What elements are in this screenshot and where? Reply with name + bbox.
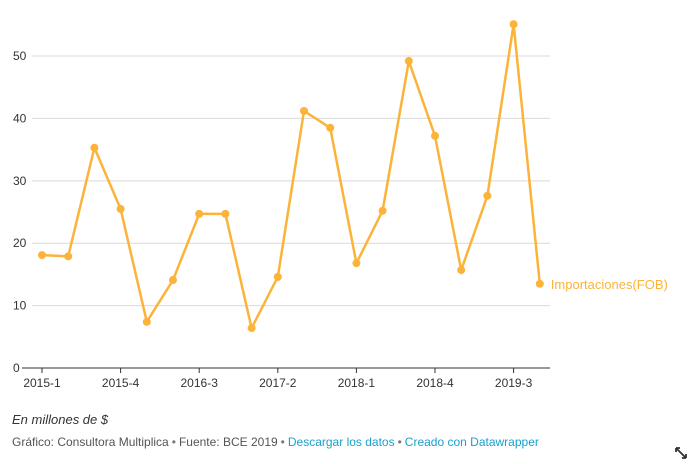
point xyxy=(64,252,73,261)
credit: Gráfico: Consultora Multiplica xyxy=(12,435,169,449)
credits: Gráfico: Consultora Multiplica • Fuente: B… xyxy=(12,435,672,449)
x-tick-label: 2018-1 xyxy=(338,376,376,390)
point xyxy=(483,191,492,200)
resize-icon[interactable] xyxy=(674,446,688,460)
point xyxy=(90,143,99,152)
separator: • xyxy=(171,435,176,449)
point xyxy=(169,276,177,285)
y-tick-label: 10 xyxy=(13,299,27,313)
y-tick-label: 20 xyxy=(13,236,27,250)
point xyxy=(300,106,308,115)
separator: • xyxy=(397,435,402,449)
y-tick-label: 40 xyxy=(13,111,27,125)
series-label: Importaciones(FOB) xyxy=(551,277,668,292)
point xyxy=(378,206,387,215)
footer: En millones de $ Gráfico: Consultora Mul… xyxy=(12,412,672,449)
separator: • xyxy=(280,435,285,449)
point xyxy=(404,57,413,66)
point xyxy=(535,279,544,288)
line xyxy=(41,24,542,332)
point xyxy=(116,204,125,213)
download-link[interactable]: Descargar los datos xyxy=(287,435,395,449)
point xyxy=(457,266,466,275)
point xyxy=(142,317,151,326)
point xyxy=(431,131,439,140)
point xyxy=(247,324,256,333)
datawrapper-link[interactable]: Creado con Datawrapper xyxy=(404,435,539,449)
point xyxy=(509,20,518,29)
point xyxy=(326,123,335,132)
x-tick-label: 2015-4 xyxy=(102,376,140,390)
point xyxy=(38,251,46,260)
chart: 0 10 20 30 40 50 2015-1 2015-4 2016-3 2017-2 2018-… xyxy=(13,20,668,390)
x-tick-label: 2016-3 xyxy=(181,376,219,390)
x-tick-label: 2017-2 xyxy=(259,376,297,390)
point xyxy=(273,272,282,281)
source: Fuente: BCE 2019 xyxy=(178,435,278,449)
x-tick-label: 2019-3 xyxy=(495,376,533,390)
unit-note: En millones de $ xyxy=(12,412,109,427)
y-tick-label: 30 xyxy=(13,174,27,188)
y-tick-label: 0 xyxy=(13,361,20,375)
x-tick-label: 2018-4 xyxy=(416,376,454,390)
point xyxy=(195,209,204,218)
x-tick-label: 2015-1 xyxy=(23,376,61,390)
y-tick-label: 50 xyxy=(13,49,27,63)
point xyxy=(221,209,230,218)
point xyxy=(352,259,361,268)
